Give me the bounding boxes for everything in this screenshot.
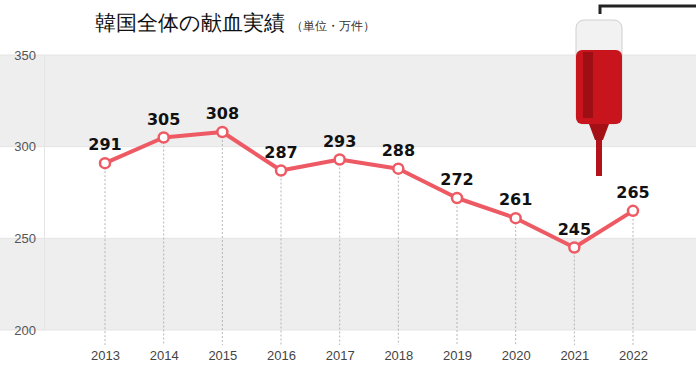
drop-line [105,163,106,345]
drop-line [515,218,516,345]
drop-line [339,160,340,346]
y-axis: 200 250 300 350 [14,48,44,338]
marker [628,206,638,216]
x-tick-label: 2018 [384,348,413,363]
y-tick: 350 [14,48,44,63]
marker [569,243,579,253]
drop-line [633,211,634,345]
drop-line [398,169,399,345]
x-tick: 2015 [208,345,237,363]
grid-band [0,238,696,330]
data-label: 245 [558,220,591,239]
marker [217,127,227,137]
x-tick: 2020 [502,345,531,363]
icon-blood [576,50,622,124]
blood-bag-icon [576,6,696,176]
x-axis: 2013 2014 2015 2016 2017 2018 2019 2020 2021 2022 [91,345,648,363]
y-tick: 300 [14,139,44,154]
marker [335,155,345,165]
y-tick-label: 300 [14,139,36,154]
drop-line [281,171,282,346]
data-label: 265 [616,183,649,202]
x-tick-label: 2017 [326,348,355,363]
data-label: 305 [147,110,180,129]
y-tick-label: 350 [14,48,36,63]
y-axis-line [44,56,45,331]
chart: 200 250 300 350 2013 2014 2015 2016 2017 2018 2019… [0,0,696,385]
y-tick: 200 [14,323,44,338]
x-tick-label: 2016 [267,348,296,363]
plot-area [100,127,638,253]
x-axis-line [106,345,634,346]
x-tick-label: 2013 [91,348,120,363]
icon-shade [583,52,593,118]
y-tick-label: 200 [14,323,36,338]
x-tick-label: 2022 [619,348,648,363]
series-line [105,132,633,248]
x-tick: 2013 [91,345,120,363]
data-labels: 291 305 308 287 293 288 272 261 245 265 [88,104,649,239]
x-tick-label: 2015 [208,348,237,363]
x-tick: 2021 [560,345,589,363]
grid-line [0,330,696,331]
marker [159,133,169,143]
y-tick: 250 [14,231,44,246]
drop-lines [105,132,633,345]
marker [393,164,403,174]
x-tick: 2016 [267,345,296,363]
data-label: 293 [323,132,356,151]
data-label: 287 [264,143,297,162]
icon-tube [596,140,602,176]
marker [100,158,110,168]
data-label: 308 [206,104,239,123]
x-tick-label: 2019 [443,348,472,363]
x-tick: 2017 [326,345,355,363]
icon-neck [589,124,609,140]
x-tick-label: 2020 [502,348,531,363]
y-tick-label: 250 [14,231,36,246]
data-label: 288 [382,141,415,160]
icon-hanger [600,6,696,14]
x-tick-label: 2014 [150,348,179,363]
marker [511,213,521,223]
subtitle: （単位・万件） [291,19,375,33]
data-label: 291 [88,135,121,154]
drop-line [457,198,458,345]
x-tick-label: 2021 [560,348,589,363]
data-label: 261 [499,190,532,209]
drop-line [163,138,164,346]
title: 韓国全体の献血実績 [95,11,285,35]
x-tick: 2019 [443,345,472,363]
x-tick: 2022 [619,345,648,363]
data-label: 272 [440,170,473,189]
icon-bag [576,20,622,124]
drop-line [222,132,223,345]
x-tick: 2014 [150,345,179,363]
marker [276,166,286,176]
drop-line [574,248,575,346]
x-tick: 2018 [384,345,413,363]
marker [452,193,462,203]
